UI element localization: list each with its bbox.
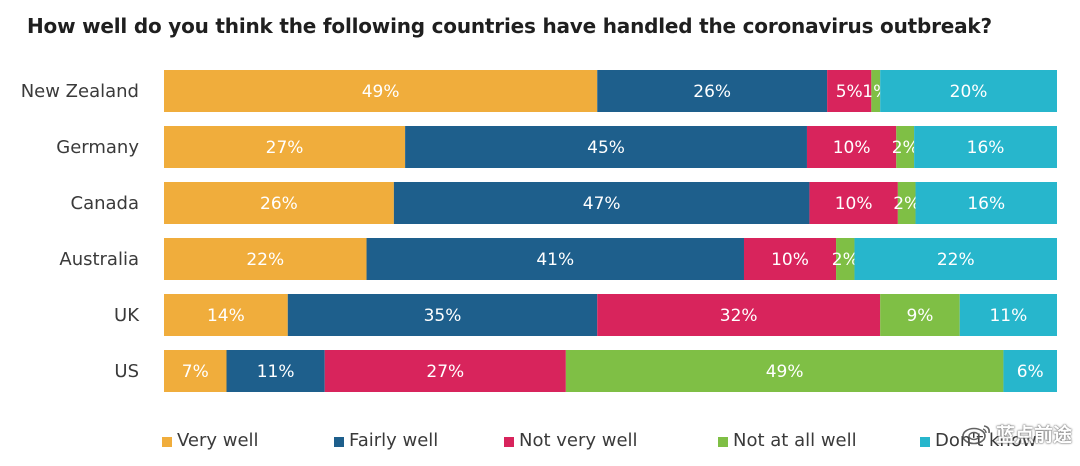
bar-segment [880,70,1057,112]
legend-label: Fairly well [349,430,439,451]
data-label: 27% [266,138,304,158]
bar-segment [164,238,367,280]
legend-label: Not very well [519,430,638,451]
legend-item: Not at all well [718,430,857,451]
data-label: 14% [207,306,245,326]
legend-swatch [334,436,344,447]
data-label: 10% [835,194,873,214]
bar-segment [1003,350,1057,392]
bar-segment [565,350,1004,392]
bar-segment [743,238,837,280]
bar-segment [393,182,810,224]
data-label: 2% [893,194,920,214]
data-label: 22% [246,250,284,270]
bar-segment [827,70,872,112]
bar-segment [915,182,1057,224]
category-label: Australia [59,249,139,270]
legend-label: Very well [177,430,259,451]
data-label: 27% [426,362,464,382]
data-label: 11% [257,362,295,382]
data-label: 16% [967,194,1005,214]
legend-swatch [718,436,728,447]
bar-segment [405,126,807,168]
data-label: 26% [693,82,731,102]
bar-segment [164,350,227,392]
data-label: 49% [362,82,400,102]
bar-segment [806,126,897,168]
bar-segment [597,70,828,112]
data-label: 10% [833,138,871,158]
legend-swatch [920,436,930,447]
bar-segment [324,350,566,392]
bar-segment [164,70,598,112]
data-label: 35% [424,306,462,326]
data-label: 2% [832,250,859,270]
data-label: 11% [989,306,1027,326]
bar-segment [164,126,406,168]
watermark: 蓝点前途 [962,420,1072,447]
weibo-logo-icon [962,424,990,444]
bar-segment [164,294,288,336]
bar-segment [164,182,394,224]
legend-swatch [504,436,514,447]
legend-item: Don't know [920,430,1037,451]
category-label: New Zealand [21,81,139,102]
chart-legend: Very well Fairly well Not very well Not at … [162,430,1062,456]
category-label: Germany [56,137,139,158]
category-label: US [114,361,139,382]
data-label: 32% [720,306,758,326]
data-label: 16% [967,138,1005,158]
legend-swatch [162,436,172,447]
legend-label: Don't know [935,430,1037,451]
legend-label: Not at all well [733,430,857,451]
data-label: 26% [260,194,298,214]
bar-segment [871,70,881,112]
bar-segment [287,294,598,336]
legend-item: Very well [162,430,259,451]
category-label: Canada [71,193,140,214]
bar-segment [959,294,1057,336]
data-label: 49% [766,362,804,382]
data-label: 20% [950,82,988,102]
bar-segment [597,294,881,336]
data-label: 7% [182,362,209,382]
bar-segment [897,182,916,224]
bar-segment [366,238,744,280]
data-label: 45% [587,138,625,158]
data-label: 6% [1017,362,1044,382]
data-label: 47% [583,194,621,214]
bar-segment [226,350,325,392]
data-label: 10% [771,250,809,270]
data-label: 5% [836,82,863,102]
bar-segment [914,126,1057,168]
bar-segment [880,294,960,336]
watermark-text: 蓝点前途 [995,424,1072,446]
legend-item: Not very well [504,430,638,451]
chart-title: How well do you think the following coun… [27,14,992,38]
bar-segment [809,182,898,224]
data-label: 2% [892,138,919,158]
data-label: 22% [937,250,975,270]
category-label: UK [114,305,140,326]
bar-segment [836,238,855,280]
bar-segment [896,126,915,168]
bar-segment [854,238,1057,280]
legend-item: Fairly well [334,430,438,451]
data-label: 9% [906,306,933,326]
data-label: 41% [536,250,574,270]
